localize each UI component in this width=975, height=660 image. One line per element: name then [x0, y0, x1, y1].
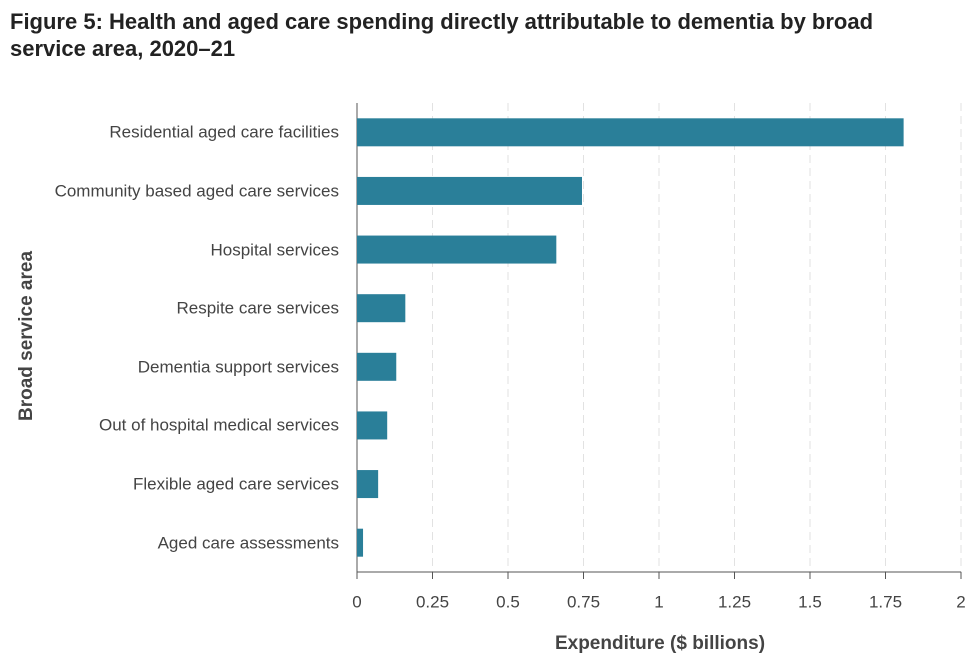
bar [357, 470, 379, 499]
y-tick-label: Aged care assessments [157, 533, 339, 553]
x-tick-label: 1 [654, 592, 663, 611]
chart-title: Figure 5: Health and aged care spending … [10, 9, 874, 61]
x-tick-label: 0.25 [416, 592, 449, 611]
x-axis-title: Expenditure ($ billions) [555, 633, 765, 654]
y-tick-label: Flexible aged care services [133, 474, 339, 494]
x-tick-label: 0 [352, 592, 361, 611]
x-tick-label: 1.75 [869, 592, 902, 611]
x-tick-label: 2 [956, 592, 965, 611]
bar [357, 235, 557, 264]
y-tick-label: Respite care services [176, 298, 339, 318]
x-tick-label: 1.5 [798, 592, 822, 611]
x-tick-label: 0.75 [567, 592, 600, 611]
y-tick-label: Out of hospital medical services [99, 415, 339, 435]
y-tick-label: Dementia support services [137, 357, 339, 377]
y-axis-title: Broad service area [16, 251, 37, 421]
bar [357, 294, 406, 323]
bar [357, 528, 364, 557]
y-tick-label: Community based aged care services [54, 181, 339, 201]
y-tick-label: Residential aged care facilities [109, 122, 339, 142]
bar [357, 352, 397, 381]
bar [357, 411, 388, 440]
bar [357, 118, 904, 147]
y-tick-label: Hospital services [210, 240, 340, 260]
x-tick-label: 0.5 [496, 592, 520, 611]
x-tick-label: 1.25 [718, 592, 751, 611]
bar [357, 176, 582, 205]
